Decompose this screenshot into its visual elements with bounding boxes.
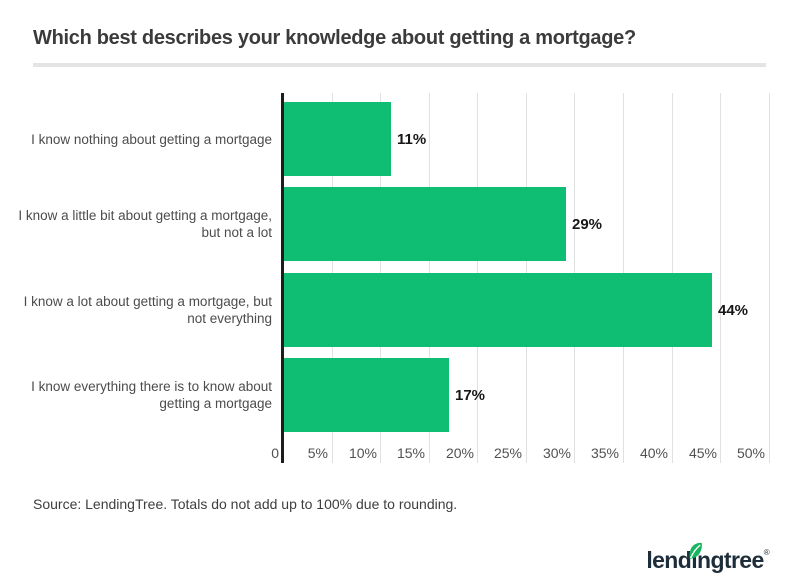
bar-value-label: 17%	[455, 386, 486, 404]
lendingtree-logo: lend ıngtree®	[646, 542, 770, 574]
bar	[284, 102, 391, 176]
bar	[284, 358, 449, 432]
leaf-icon	[689, 542, 703, 559]
bar	[284, 273, 712, 347]
x-tick-label: 5%	[307, 445, 328, 461]
bar-value-label: 44%	[718, 301, 749, 319]
axis-line	[281, 93, 284, 463]
logo-text-pre: lend	[646, 547, 692, 573]
logo-letter-i-glyph: ı	[691, 547, 697, 573]
bar	[284, 187, 566, 261]
x-tick-label: 30%	[542, 445, 571, 461]
bar-value-label: 29%	[572, 215, 603, 233]
chart-title: Which best describes your knowledge abou…	[33, 27, 636, 49]
x-tick-label: 45%	[688, 445, 717, 461]
source-note: Source: LendingTree. Totals do not add u…	[33, 496, 458, 512]
x-tick-label: 40%	[639, 445, 668, 461]
x-tick-label: 50%	[736, 445, 765, 461]
bar-value-label: 11%	[397, 130, 427, 148]
x-tick-label: 15%	[396, 445, 425, 461]
gridline	[769, 93, 770, 463]
x-tick-label: 0	[271, 445, 279, 461]
gridline	[720, 93, 721, 463]
x-tick-label: 10%	[348, 445, 377, 461]
category-label: I know a little bit about getting a mort…	[18, 208, 272, 240]
x-tick-label: 35%	[590, 445, 619, 461]
logo-text-post: ngtree	[697, 547, 764, 573]
title-divider	[33, 63, 766, 67]
category-label: I know nothing about getting a mortgage	[31, 131, 272, 147]
logo-letter-i: ı	[689, 542, 703, 574]
category-label: I know everything there is to know about…	[31, 379, 272, 411]
category-label: I know a lot about getting a mortgage, b…	[23, 294, 272, 326]
x-tick-label: 20%	[445, 445, 474, 461]
x-tick-label: 25%	[493, 445, 522, 461]
registered-mark: ®	[763, 548, 770, 557]
